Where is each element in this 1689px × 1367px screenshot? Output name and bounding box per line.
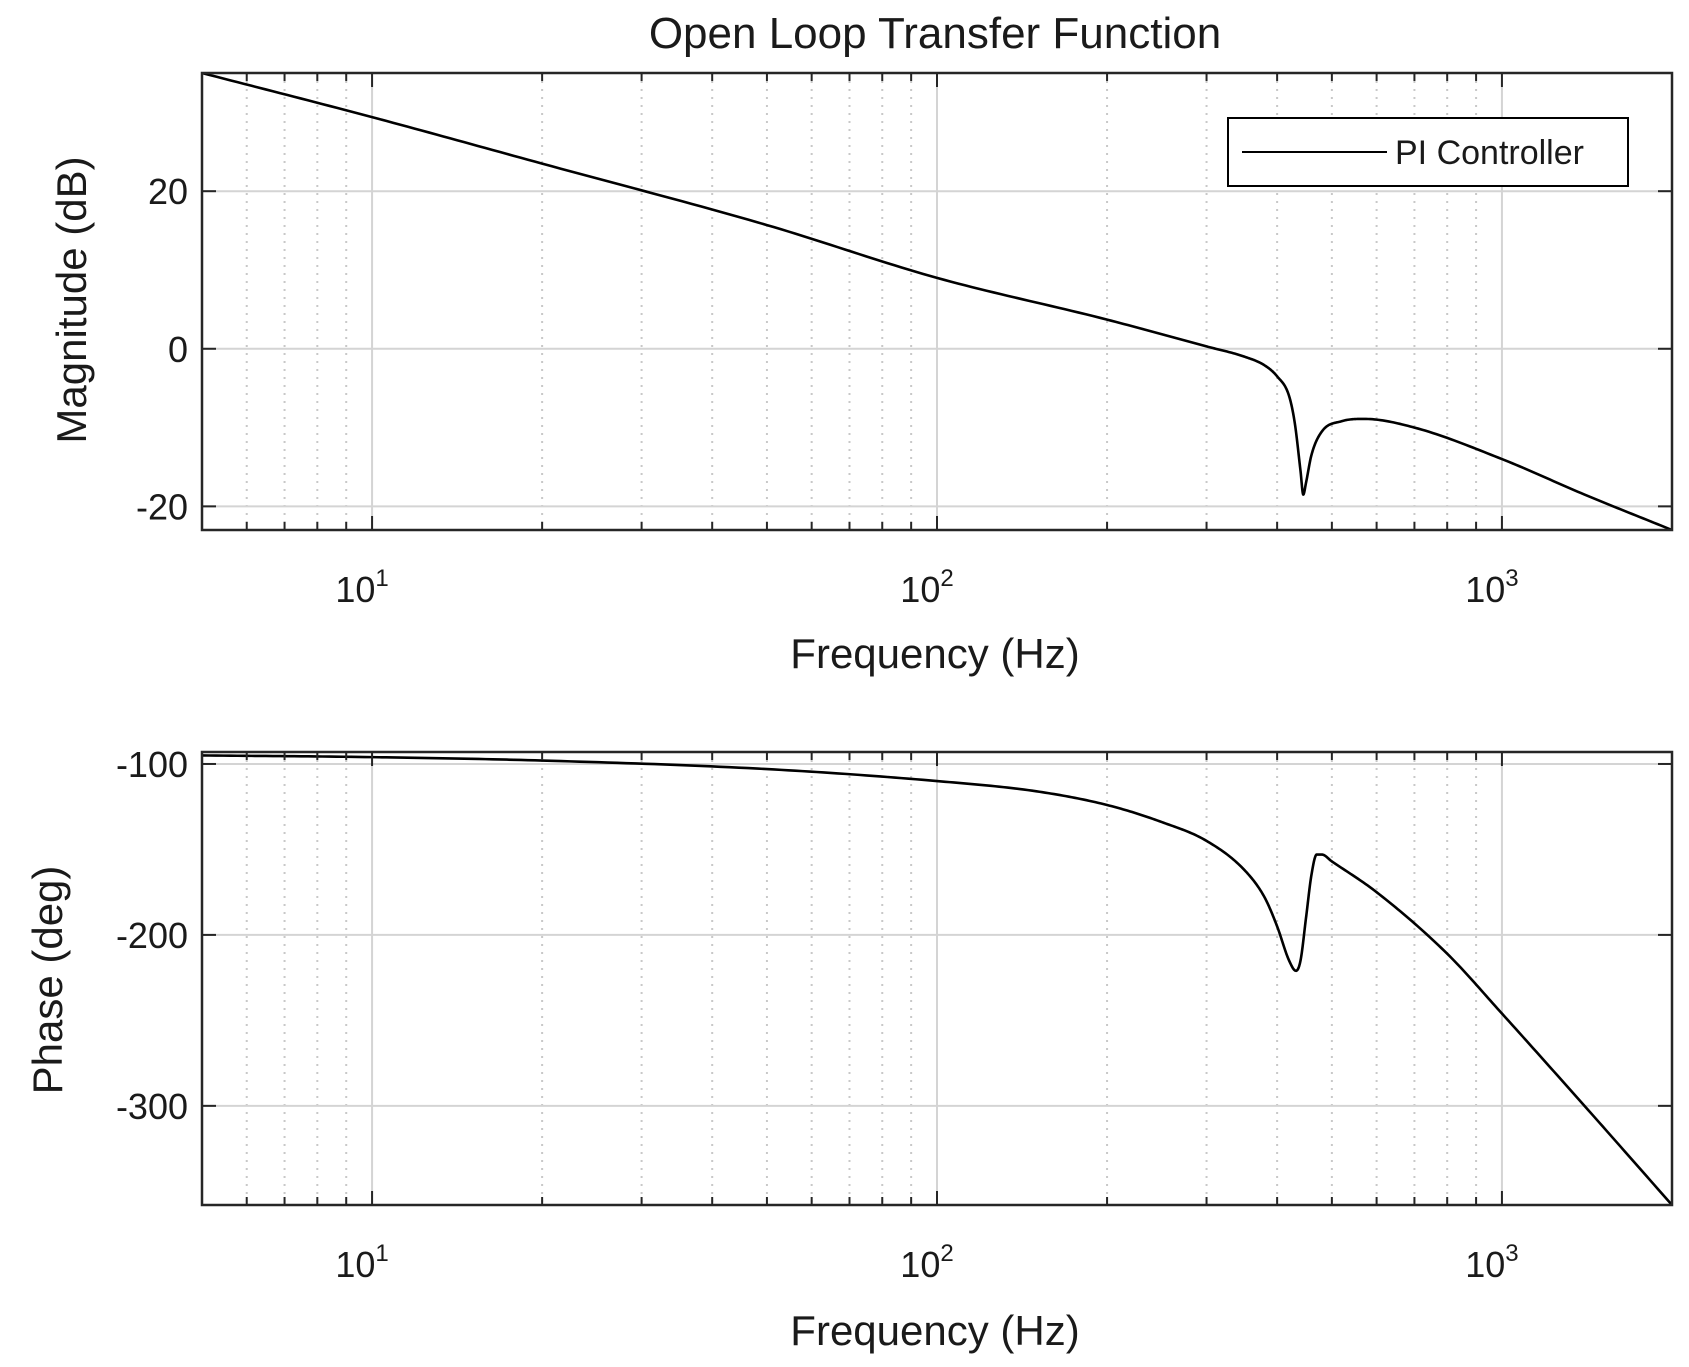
- phase-curve-layer: [202, 754, 1672, 1205]
- legend: PI Controller: [1227, 117, 1629, 187]
- phase-y-tick-label: -100: [116, 744, 188, 785]
- chart-title: Open Loop Transfer Function: [649, 9, 1221, 58]
- magnitude-axes-frame: [200, 71, 1674, 532]
- magnitude-x-tick-label: 102: [900, 565, 953, 610]
- legend-entry-label: PI Controller: [1395, 134, 1584, 172]
- magnitude-axes: 101 102 103 20 0 -20 Magnitude (dB) Frequency…: [48, 71, 1674, 677]
- phase-x-axis-label: Frequency (Hz): [790, 1307, 1079, 1354]
- magnitude-curve-layer: [202, 73, 1672, 530]
- phase-series-line: [202, 754, 1672, 1205]
- phase-y-tick-label: -200: [116, 915, 188, 956]
- phase-axes-frame: [200, 750, 1674, 1207]
- magnitude-x-tick-label: 103: [1465, 565, 1518, 610]
- magnitude-ticks: 101 102 103 20 0 -20: [136, 73, 1672, 610]
- phase-x-tick-label: 101: [335, 1240, 388, 1285]
- magnitude-y-tick-label: -20: [136, 486, 188, 527]
- magnitude-y-axis-label: Magnitude (dB): [48, 156, 95, 443]
- phase-ticks: 101 102 103 -100 -200 -300: [116, 744, 1672, 1285]
- magnitude-y-tick-label: 20: [148, 171, 188, 212]
- magnitude-x-axis-label: Frequency (Hz): [790, 630, 1079, 677]
- phase-y-tick-label: -300: [116, 1086, 188, 1127]
- magnitude-x-tick-label: 101: [335, 565, 388, 610]
- phase-axes: 101 102 103 -100 -200 -300 Phase (deg) Freque…: [24, 744, 1674, 1354]
- phase-grid: [202, 752, 1672, 1205]
- phase-x-tick-label: 103: [1465, 1240, 1518, 1285]
- phase-x-tick-label: 102: [900, 1240, 953, 1285]
- magnitude-series-line: [202, 73, 1672, 530]
- phase-y-axis-label: Phase (deg): [24, 866, 71, 1095]
- magnitude-y-tick-label: 0: [168, 329, 188, 370]
